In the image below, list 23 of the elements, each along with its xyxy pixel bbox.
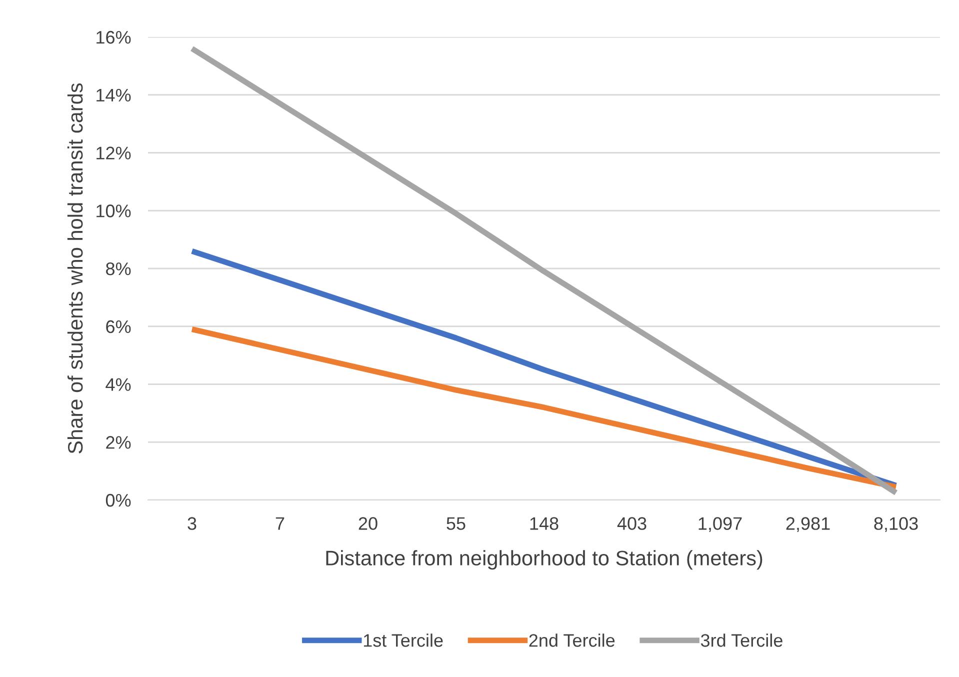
x-tick-label: 55 [446,517,466,530]
x-axis-title: Distance from neighborhood to Station (meters) [326,550,762,570]
x-tick-label: 1,097 [698,517,742,532]
y-axis-title: Share of students who hold transit cards [67,83,83,454]
y-tick-label: 14% [96,88,131,102]
y-tick-label: 4% [106,378,131,391]
y-tick-label: 10% [96,204,131,218]
y-tick-label: 16% [96,30,131,44]
legend-label: 2nd Tercile [529,634,615,647]
x-tick-label: 7 [276,517,284,530]
legend-label: 3rd Tercile [700,634,782,647]
x-tick-label: 3 [188,517,196,530]
x-tick-label: 148 [530,517,558,530]
x-tick-label: 20 [358,517,378,530]
y-tick-label: 6% [106,320,131,334]
legend-label: 1st Tercile [364,634,443,647]
y-tick-label: 2% [106,436,131,449]
x-tick-label: 2,981 [786,517,830,532]
y-tick-label: 0% [106,494,131,507]
x-tick-label: 403 [617,517,646,530]
y-tick-label: 8% [106,262,131,276]
y-tick-label: 12% [96,146,131,160]
x-tick-label: 8,103 [874,517,918,532]
